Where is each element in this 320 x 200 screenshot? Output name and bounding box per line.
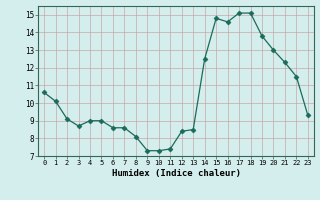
X-axis label: Humidex (Indice chaleur): Humidex (Indice chaleur) <box>111 169 241 178</box>
